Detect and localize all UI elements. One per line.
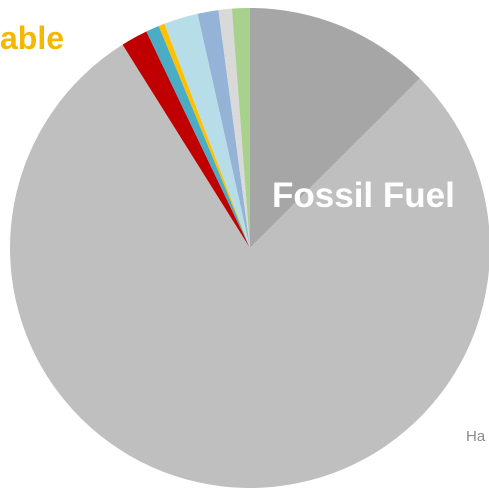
pie-slice-7 (218, 8, 250, 249)
pie-slice-2 (122, 31, 250, 248)
pie-slice-3 (146, 26, 250, 249)
pie-slice-0 (250, 8, 420, 248)
pie-slice-6 (197, 10, 250, 248)
pie-slice-5 (164, 13, 250, 249)
renewable-label: able (0, 20, 65, 56)
pie-slice-1 (10, 44, 489, 488)
fossil-fuel-label: Fossil Fuel (272, 176, 455, 215)
pie-slice-8 (231, 8, 250, 248)
pie-slice-4 (158, 23, 250, 249)
partial-label: Ha (466, 428, 486, 445)
